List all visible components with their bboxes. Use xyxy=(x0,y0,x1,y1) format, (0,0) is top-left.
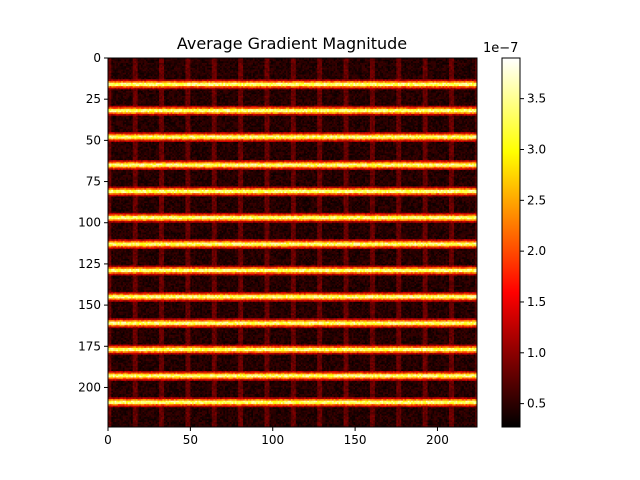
chart-title: Average Gradient Magnitude xyxy=(177,34,407,53)
heatmap-cells xyxy=(108,58,477,427)
